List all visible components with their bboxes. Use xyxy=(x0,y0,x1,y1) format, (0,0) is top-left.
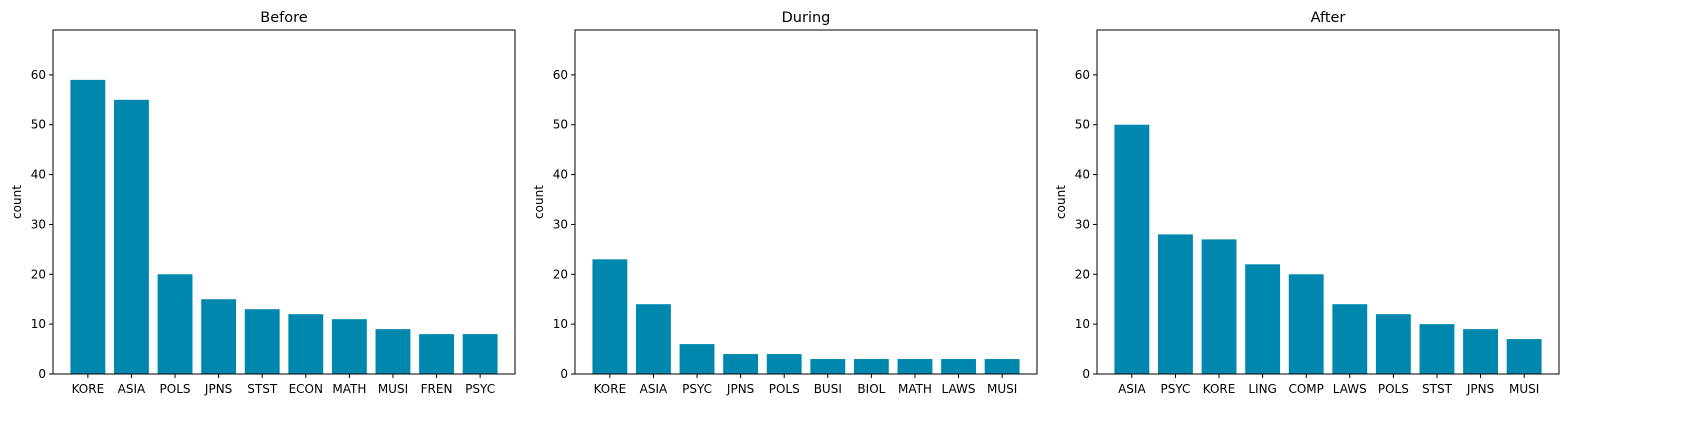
axes-frame xyxy=(1096,29,1560,375)
bar-musi xyxy=(1506,339,1542,374)
x-tick-label: BUSI xyxy=(814,382,842,396)
y-tick-label: 10 xyxy=(553,317,568,331)
y-tick-label: 20 xyxy=(31,267,46,281)
x-tick-label: LAWS xyxy=(942,382,976,396)
y-tick-label: 0 xyxy=(38,367,46,381)
y-tick-label: 60 xyxy=(31,68,46,82)
bar-stst xyxy=(1419,324,1455,374)
x-tick-label: MATH xyxy=(332,382,366,396)
x-tick-label: PSYC xyxy=(682,382,712,396)
x-tick-label: BIOL xyxy=(857,382,885,396)
y-axis-label: count xyxy=(10,185,24,219)
bar-ling xyxy=(1245,264,1281,374)
y-axis-label: count xyxy=(532,185,546,219)
y-tick-label: 50 xyxy=(553,118,568,132)
bar-asia xyxy=(636,304,671,374)
x-tick-label: MUSI xyxy=(1509,382,1539,396)
x-tick-label: JPNS xyxy=(204,382,232,396)
x-tick-label: LING xyxy=(1248,382,1277,396)
y-tick-label: 60 xyxy=(1075,68,1090,82)
bar-jpns xyxy=(201,299,237,374)
y-tick-label: 40 xyxy=(1075,168,1090,182)
y-tick-label: 30 xyxy=(1075,217,1090,231)
chart-panel-during: KORE ASIA PSYC JPNS POLS BUSI BIOL MATH LAWS MUSI… xyxy=(532,10,1038,396)
bar-laws xyxy=(1332,304,1368,374)
bar-jpns xyxy=(1463,329,1498,374)
bar-kore xyxy=(1201,239,1237,374)
y-tick-label: 40 xyxy=(553,168,568,182)
x-tick-label: POLS xyxy=(160,382,191,396)
x-tick-label: MATH xyxy=(898,382,932,396)
x-tick-label: ECON xyxy=(289,382,323,396)
bar-psyc xyxy=(1158,234,1193,374)
x-tick-label: ASIA xyxy=(1118,382,1146,396)
x-tick-label: STST xyxy=(247,382,278,396)
x-tick-label: PSYC xyxy=(1160,382,1190,396)
bar-math xyxy=(897,359,933,374)
x-tick-label: JPNS xyxy=(1466,382,1494,396)
bar-pols xyxy=(1375,314,1411,374)
bar-pols xyxy=(766,354,802,374)
bar-asia xyxy=(1114,124,1150,374)
bar-musi xyxy=(375,329,411,374)
x-tick-label: KORE xyxy=(594,382,627,396)
y-tick-label: 30 xyxy=(31,217,46,231)
x-tick-label: MUSI xyxy=(987,382,1017,396)
y-tick-label: 50 xyxy=(1075,118,1090,132)
x-tick-label: PSYC xyxy=(465,382,495,396)
y-tick-label: 0 xyxy=(1082,367,1090,381)
x-tick-label: FREN xyxy=(421,382,453,396)
chart-panel-after: ASIA PSYC KORE LING COMP LAWS POLS STST JPNS MUSI… xyxy=(1054,10,1560,396)
x-tick-label: STST xyxy=(1422,382,1453,396)
bar-kore xyxy=(70,79,106,375)
bar-psyc xyxy=(679,344,715,374)
x-tick-label: LAWS xyxy=(1333,382,1367,396)
chart-title: During xyxy=(782,10,831,26)
y-tick-label: 50 xyxy=(31,118,46,132)
bar-asia xyxy=(114,99,149,375)
x-tick-label: POLS xyxy=(769,382,800,396)
x-tick-label: MUSI xyxy=(378,382,408,396)
chart-title: Before xyxy=(260,10,307,26)
y-tick-label: 30 xyxy=(553,217,568,231)
bar-laws xyxy=(941,359,976,374)
x-tick-label: POLS xyxy=(1378,382,1409,396)
y-tick-label: 20 xyxy=(553,267,568,281)
bar-econ xyxy=(288,314,324,374)
bar-psyc xyxy=(462,334,498,374)
y-tick-label: 60 xyxy=(553,68,568,82)
bar-kore xyxy=(592,259,628,374)
x-tick-label: ASIA xyxy=(640,382,668,396)
x-tick-label: COMP xyxy=(1288,382,1323,396)
axes-frame xyxy=(52,29,516,375)
y-tick-label: 10 xyxy=(1075,317,1090,331)
bar-musi xyxy=(984,359,1020,374)
bar-stst xyxy=(244,309,280,374)
bar-fren xyxy=(419,334,454,374)
bar-busi xyxy=(810,359,846,374)
bar-pols xyxy=(157,274,193,374)
bar-biol xyxy=(853,359,889,374)
bar-comp xyxy=(1288,274,1324,374)
chart-title: After xyxy=(1311,10,1346,26)
chart-panel-before: KORE ASIA POLS JPNS STST ECON MATH MUSI FREN PSYC… xyxy=(10,10,516,396)
y-tick-label: 40 xyxy=(31,168,46,182)
bar-jpns xyxy=(723,354,759,374)
y-tick-label: 0 xyxy=(560,367,568,381)
bar-math xyxy=(331,319,367,374)
y-tick-label: 20 xyxy=(1075,267,1090,281)
x-tick-label: KORE xyxy=(72,382,105,396)
y-axis-label: count xyxy=(1054,185,1068,219)
x-tick-label: JPNS xyxy=(726,382,754,396)
y-tick-label: 10 xyxy=(31,317,46,331)
axes-frame xyxy=(574,29,1038,375)
x-tick-label: ASIA xyxy=(118,382,146,396)
x-tick-label: KORE xyxy=(1203,382,1236,396)
